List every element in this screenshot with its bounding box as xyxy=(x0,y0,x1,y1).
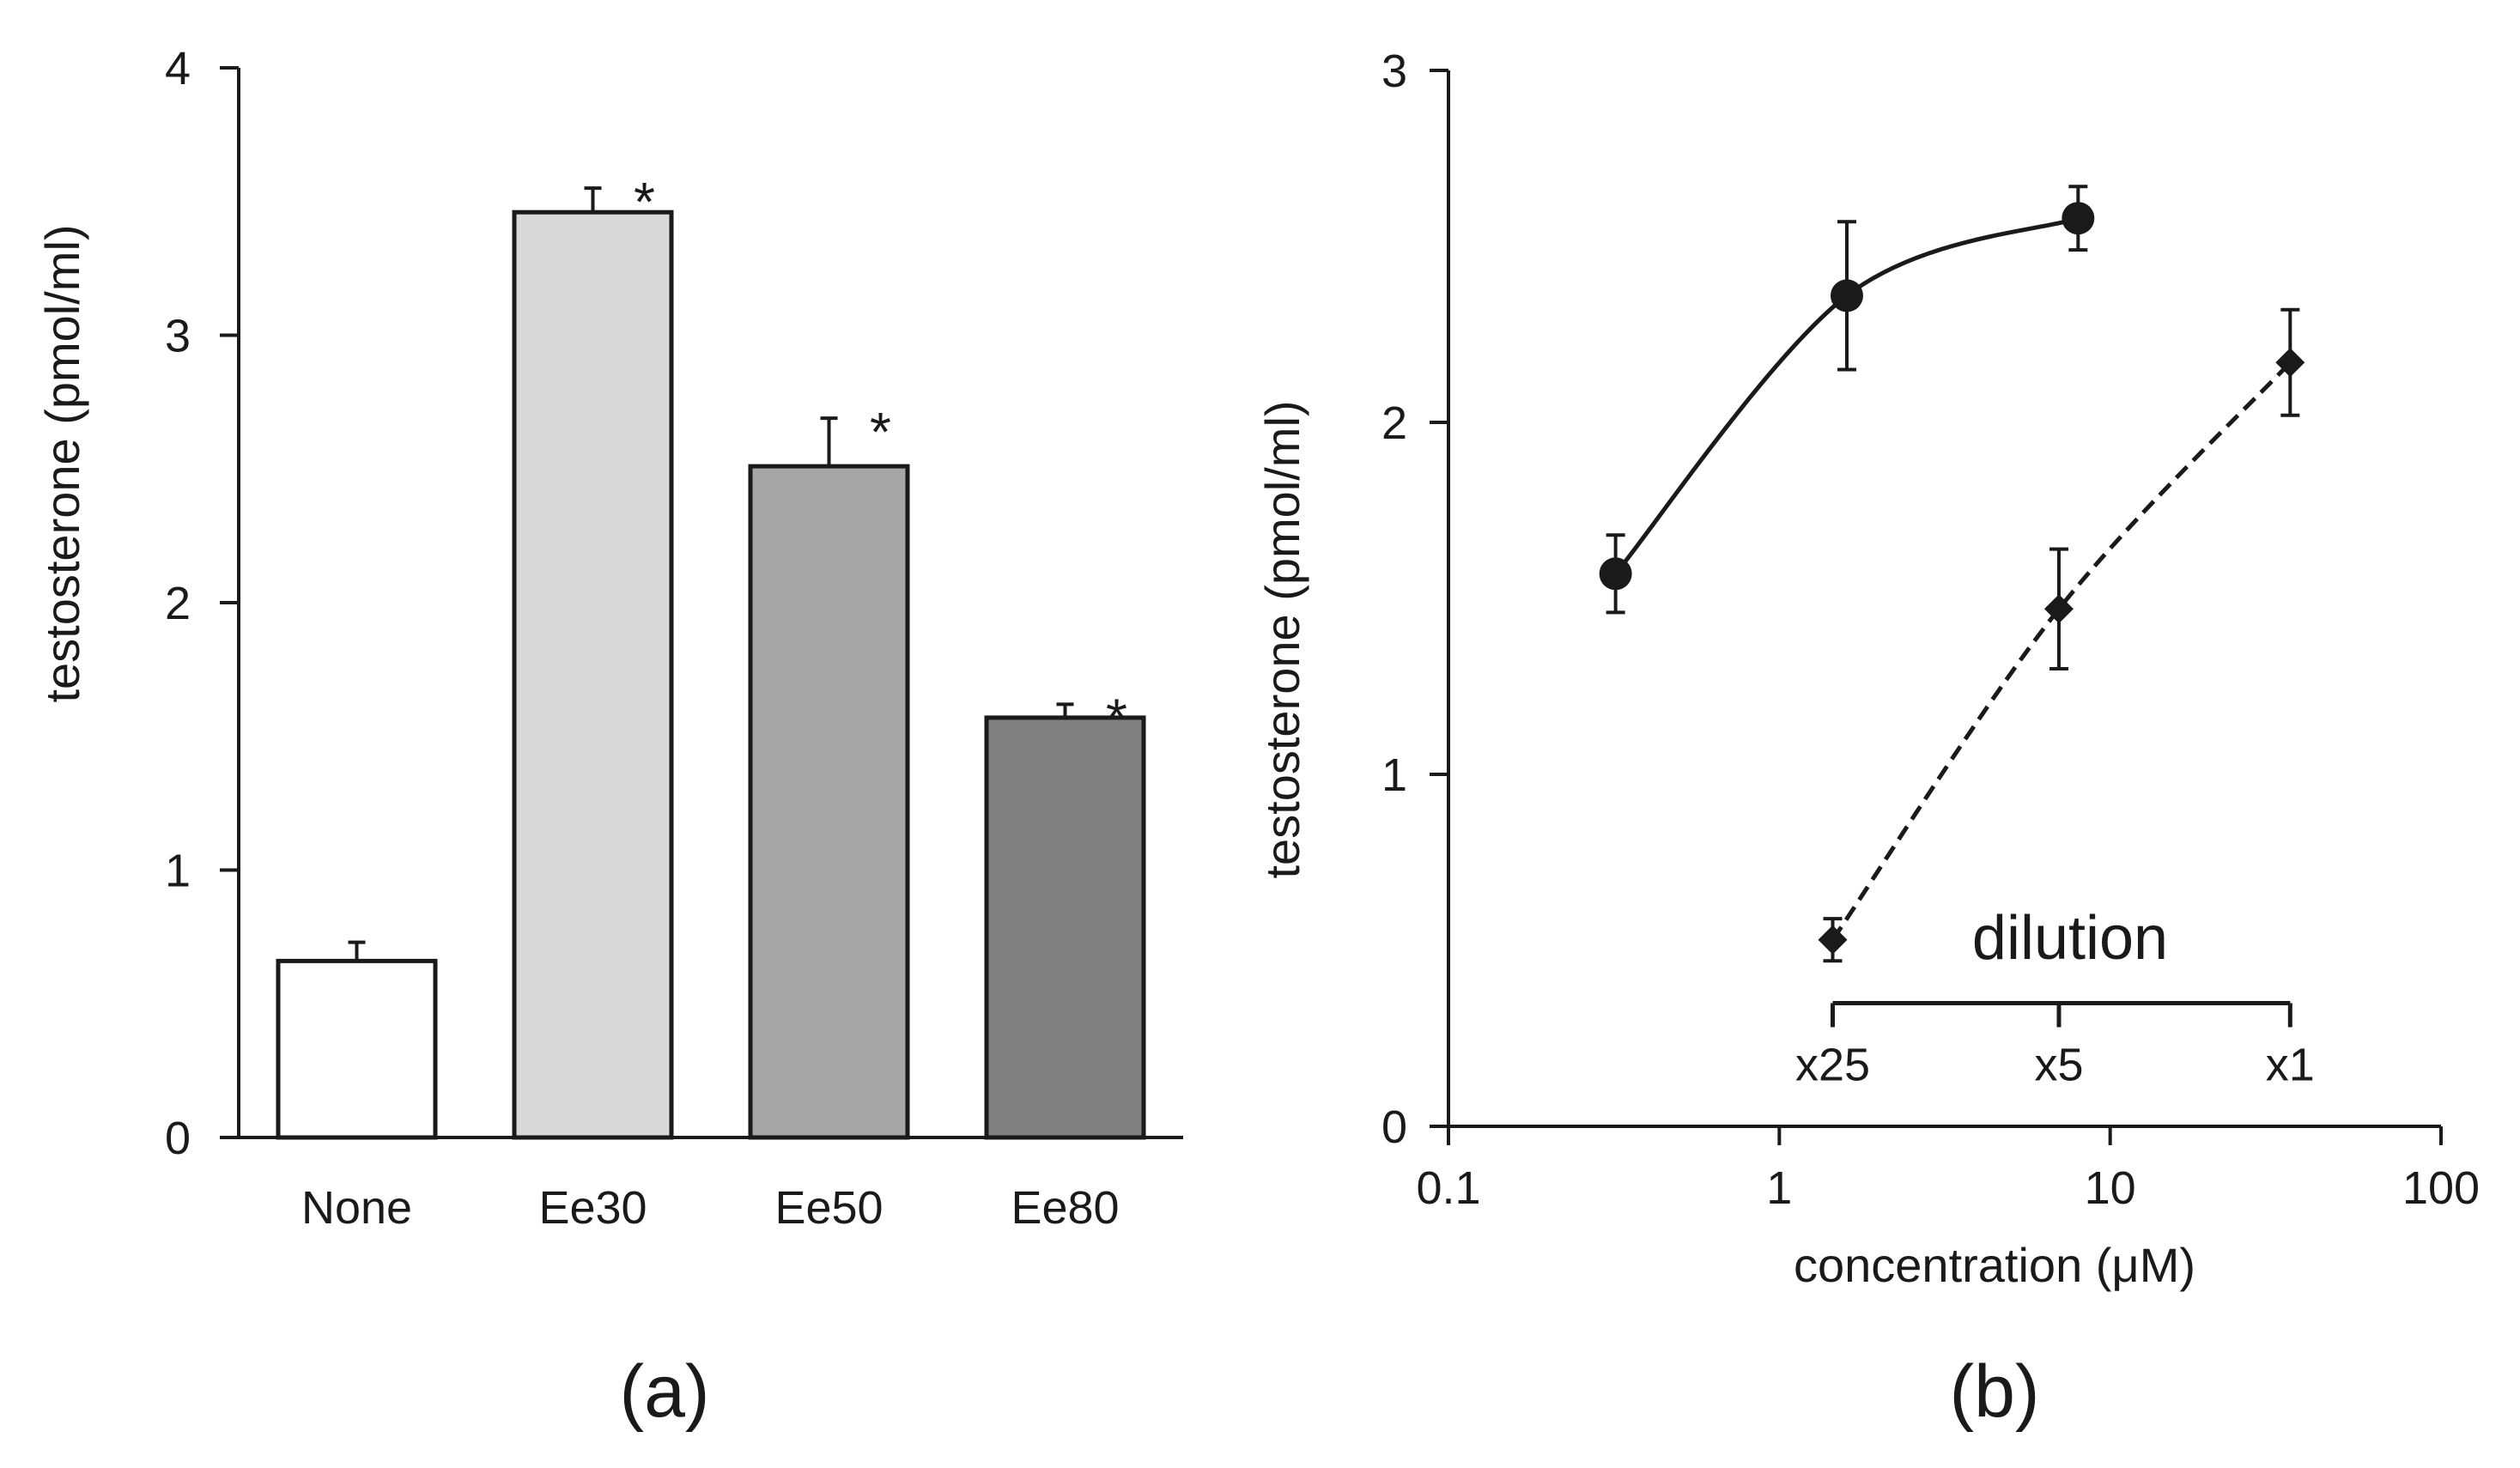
panel-b-x-tick-label: 1 xyxy=(1766,1162,1792,1214)
panel-b-y-tick-label: 1 xyxy=(1381,749,1407,801)
panel-b-x-tick-label: 10 xyxy=(2085,1162,2136,1214)
panel-a-y-tick-label: 1 xyxy=(165,846,191,897)
panel-a-x-tick-label: Ee30 xyxy=(538,1182,647,1234)
panel-b-point-diamond xyxy=(2275,348,2305,378)
panel-b-line-chart: 0 1 2 3 0.1 1 10 100 x25 x5 x1 concentration (μM)… xyxy=(1255,45,2480,1433)
panel-a-bar xyxy=(512,209,674,1140)
panel-b-x-tick-label: 100 xyxy=(2402,1162,2480,1214)
panel-a-bar xyxy=(984,715,1146,1140)
panel-a-bar xyxy=(748,464,910,1140)
panel-a-y-tick-label: 0 xyxy=(165,1113,191,1164)
panel-b-x-tick-label: 0.1 xyxy=(1416,1162,1480,1214)
panel-a-significance-marker: * xyxy=(870,401,891,463)
panel-b-dilution-annotation: dilution xyxy=(1972,904,2168,973)
panel-b-label: (b) xyxy=(1949,1350,2039,1433)
panel-a-x-tick-label: Ee50 xyxy=(774,1182,883,1234)
panel-a-label: (a) xyxy=(619,1350,709,1433)
panel-b-point-circle xyxy=(1830,279,1863,312)
panel-b-dilution-label: x25 xyxy=(1795,1040,1870,1091)
panel-b-y-tick-label: 3 xyxy=(1381,45,1407,97)
panel-b-point-diamond xyxy=(2043,594,2074,624)
panel-a-bar xyxy=(276,958,438,1140)
panel-b-y-tick-label: 0 xyxy=(1381,1101,1407,1153)
panel-b-axes: 0 1 2 3 0.1 1 10 100 xyxy=(1381,45,2480,1214)
panel-b-x-axis-title: concentration (μM) xyxy=(1794,1238,2195,1292)
panel-a-y-axis-title: testosterone (pmol/ml) xyxy=(35,224,89,702)
panel-a-labels: 0 1 2 3 4 None Ee30 * Ee50 * Ee80 * xyxy=(165,43,1127,1234)
panel-b-series-line-diamonds xyxy=(1831,361,2292,942)
panel-b-point-diamond xyxy=(1818,925,1848,955)
panel-b-point-circle xyxy=(1599,557,1632,591)
panel-b-dilution-label: x1 xyxy=(2266,1040,2315,1091)
panel-a-y-tick-label: 3 xyxy=(165,311,191,362)
panel-b-y-tick-label: 2 xyxy=(1381,397,1407,449)
panel-a-significance-marker: * xyxy=(634,171,655,233)
panel-b-point-circle xyxy=(2062,202,2095,235)
panel-a-bars xyxy=(276,186,1146,1140)
panel-b-y-axis-title: testosterone (pmol/ml) xyxy=(1255,400,1309,878)
panel-a-bar-chart: 0 1 2 3 4 None Ee30 * Ee50 * Ee80 * testosterone (p… xyxy=(35,43,1183,1433)
panel-a-y-tick-label: 4 xyxy=(165,43,191,94)
panel-a-significance-marker: * xyxy=(1106,687,1127,749)
panel-b-dilution-scale: x25 x5 x1 xyxy=(1795,1001,2315,1091)
panel-a-x-tick-label: Ee80 xyxy=(1011,1182,1119,1234)
panel-a-x-tick-label: None xyxy=(301,1182,412,1234)
panel-b-dilution-label: x5 xyxy=(2034,1040,2083,1091)
panel-b-series xyxy=(1599,185,2305,963)
panel-a-y-tick-label: 2 xyxy=(165,578,191,629)
